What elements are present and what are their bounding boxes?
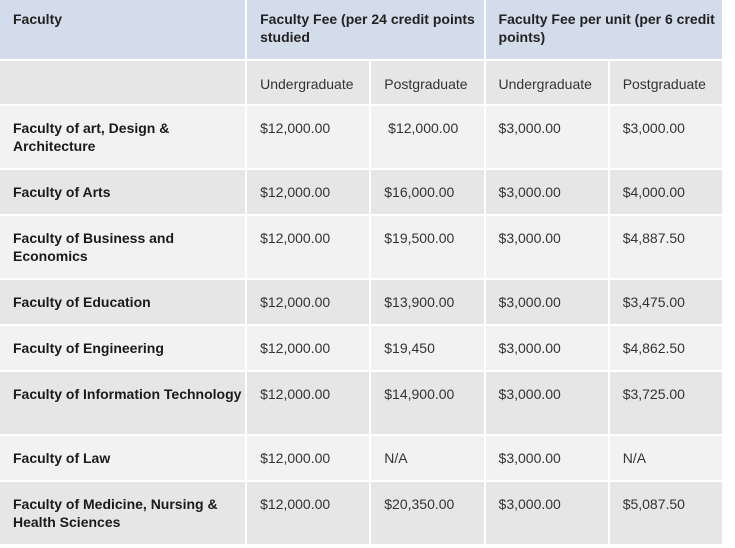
postgraduate-unit-fee-cell: $3,475.00 [608, 279, 725, 326]
table-row: Faculty of Medicine, Nursing & Health Sc… [0, 481, 725, 546]
table-row: Faculty of Education $12,000.00 $13,900.… [0, 279, 725, 326]
table-row: Faculty of Information Technology $12,00… [0, 371, 725, 436]
table-row: Faculty of Engineering $12,000.00 $19,45… [0, 325, 725, 372]
undergraduate-unit-fee-cell: $3,000.00 [484, 279, 610, 326]
faculty-name-cell: Faculty of Medicine, Nursing & Health Sc… [0, 481, 248, 546]
undergraduate-credit-fee-cell: $12,000.00 [246, 371, 372, 436]
faculty-name-cell: Faculty of Arts [0, 169, 248, 216]
subheader-undergraduate-unit: Undergraduate [484, 60, 610, 106]
undergraduate-unit-fee-cell: $3,000.00 [484, 481, 610, 546]
header-faculty: Faculty [0, 0, 248, 61]
postgraduate-unit-fee-cell: $3,725.00 [608, 371, 725, 436]
postgraduate-credit-fee-cell: $14,900.00 [370, 371, 486, 436]
table-subheader-row: Undergraduate Postgraduate Undergraduate… [0, 60, 725, 106]
undergraduate-credit-fee-cell: $12,000.00 [246, 169, 372, 216]
undergraduate-credit-fee-cell: $12,000.00 [246, 325, 372, 372]
postgraduate-unit-fee-cell: N/A [608, 435, 725, 482]
faculty-name-cell: Faculty of Information Technology [0, 371, 248, 436]
table-row: Faculty of Arts $12,000.00 $16,000.00 $3… [0, 169, 725, 216]
postgraduate-unit-fee-cell: $4,000.00 [608, 169, 725, 216]
undergraduate-credit-fee-cell: $12,000.00 [246, 105, 372, 170]
table-header-row: Faculty Faculty Fee (per 24 credit point… [0, 0, 725, 61]
postgraduate-credit-fee-cell: $12,000.00 [370, 105, 486, 170]
subheader-blank [0, 60, 248, 106]
table-row: Faculty of Law $12,000.00 N/A $3,000.00 … [0, 435, 725, 482]
postgraduate-credit-fee-cell: N/A [370, 435, 486, 482]
header-fee-per-credit-points: Faculty Fee (per 24 credit points studie… [246, 0, 486, 61]
postgraduate-unit-fee-cell: $5,087.50 [608, 481, 725, 546]
postgraduate-credit-fee-cell: $19,450 [370, 325, 486, 372]
table-row: Faculty of art, Design & Architecture $1… [0, 105, 725, 170]
subheader-postgraduate-credit: Postgraduate [370, 60, 486, 106]
table-row: Faculty of Business and Economics $12,00… [0, 215, 725, 280]
subheader-undergraduate-credit: Undergraduate [246, 60, 372, 106]
postgraduate-credit-fee-cell: $19,500.00 [370, 215, 486, 280]
postgraduate-unit-fee-cell: $3,000.00 [608, 105, 725, 170]
undergraduate-unit-fee-cell: $3,000.00 [484, 215, 610, 280]
undergraduate-unit-fee-cell: $3,000.00 [484, 371, 610, 436]
undergraduate-credit-fee-cell: $12,000.00 [246, 481, 372, 546]
postgraduate-credit-fee-cell: $16,000.00 [370, 169, 486, 216]
undergraduate-credit-fee-cell: $12,000.00 [246, 435, 372, 482]
faculty-name-cell: Faculty of Law [0, 435, 248, 482]
postgraduate-unit-fee-cell: $4,862.50 [608, 325, 725, 372]
header-fee-per-unit: Faculty Fee per unit (per 6 credit point… [484, 0, 725, 61]
postgraduate-unit-fee-cell: $4,887.50 [608, 215, 725, 280]
faculty-name-cell: Faculty of art, Design & Architecture [0, 105, 248, 170]
subheader-postgraduate-unit: Postgraduate [608, 60, 725, 106]
undergraduate-unit-fee-cell: $3,000.00 [484, 169, 610, 216]
postgraduate-credit-fee-cell: $20,350.00 [370, 481, 486, 546]
faculty-name-cell: Faculty of Engineering [0, 325, 248, 372]
undergraduate-credit-fee-cell: $12,000.00 [246, 215, 372, 280]
faculty-name-cell: Faculty of Education [0, 279, 248, 326]
faculty-name-cell: Faculty of Business and Economics [0, 215, 248, 280]
undergraduate-credit-fee-cell: $12,000.00 [246, 279, 372, 326]
undergraduate-unit-fee-cell: $3,000.00 [484, 435, 610, 482]
undergraduate-unit-fee-cell: $3,000.00 [484, 325, 610, 372]
postgraduate-credit-fee-cell: $13,900.00 [370, 279, 486, 326]
undergraduate-unit-fee-cell: $3,000.00 [484, 105, 610, 170]
